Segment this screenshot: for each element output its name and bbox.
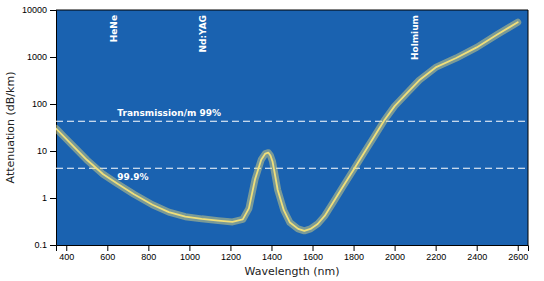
y-tick: 1: [42, 193, 56, 203]
plot: 400 600 800 1000 1200 1400 1600 1800 2000 2200 240…: [22, 5, 529, 262]
reference-label: 99.9%: [117, 172, 148, 182]
x-axis-title: Wavelength (nm): [244, 265, 339, 278]
x-tick: 2200: [426, 245, 446, 262]
curve-glow: [56, 22, 518, 231]
x-tick-mark: [271, 245, 272, 251]
x-tick-label: 1400: [262, 252, 282, 262]
laser-label: HeNe: [109, 15, 119, 42]
y-tick: 1000: [27, 52, 56, 62]
x-tick-label: 1000: [180, 252, 200, 262]
y-tick-mark: [50, 198, 56, 199]
x-tick-mark: [230, 245, 231, 251]
plot-background: [56, 10, 528, 245]
reference-label: Transmission/m 99%: [117, 108, 221, 118]
x-tick-label: 1200: [221, 252, 241, 262]
laser-label: Holmium: [410, 15, 420, 60]
x-tick: 2600: [508, 245, 528, 262]
x-tick-mark: [107, 245, 108, 251]
chart: 400 600 800 1000 1200 1400 1600 1800 2000 2200 240…: [0, 0, 544, 281]
x-tick: 600: [100, 245, 115, 262]
x-axis-line: [57, 246, 529, 252]
reference-line: [56, 168, 528, 169]
reference-line: [56, 121, 528, 122]
x-tick: 1000: [180, 245, 200, 262]
y-tick-label: 10000: [22, 5, 47, 15]
x-tick-label: 600: [100, 252, 115, 262]
x-tick-mark: [518, 245, 519, 251]
annotations: Transmission/m 99% 99.9% HeNe Nd:YAG Holmium: [109, 15, 420, 182]
x-tick-label: 2600: [508, 252, 528, 262]
data-layer: [56, 22, 528, 231]
x-tick-label: 800: [141, 252, 156, 262]
y-tick-mark: [50, 10, 56, 11]
x-tick-mark: [477, 245, 478, 251]
x-tick-mark: [189, 245, 190, 251]
x-tick: 400: [59, 245, 74, 262]
y-tick: 0.1: [34, 240, 56, 250]
x-tick: 2000: [385, 245, 405, 262]
y-tick: 100: [32, 99, 56, 109]
y-tick-label: 1000: [27, 52, 47, 62]
x-tick: 1400: [262, 245, 282, 262]
x-tick: 1600: [303, 245, 323, 262]
x-tick: 1800: [344, 245, 364, 262]
x-tick-mark: [354, 245, 355, 251]
y-tick-mark: [50, 151, 56, 152]
y-axis-line: [50, 11, 57, 246]
y-tick-label: 1: [42, 193, 47, 203]
y-tick-label: 100: [32, 99, 47, 109]
x-tick-mark: [66, 245, 67, 251]
y-axis-title: Attenuation (dB/km): [4, 72, 17, 184]
y-tick-label: 0.1: [34, 240, 47, 250]
y-tick: 10: [37, 146, 56, 156]
frame-right: [528, 10, 529, 245]
x-tick-label: 1600: [303, 252, 323, 262]
x-tick-label: 2000: [385, 252, 405, 262]
x-axis: 400 600 800 1000 1200 1400 1600 1800 2000 2200 240…: [57, 245, 529, 262]
x-tick: 2400: [467, 245, 487, 262]
x-tick: 800: [141, 245, 156, 262]
x-tick-label: 1800: [344, 252, 364, 262]
frame-top: [56, 10, 528, 11]
x-tick: 1200: [221, 245, 241, 262]
y-tick-mark: [50, 57, 56, 58]
x-tick-mark: [395, 245, 396, 251]
x-tick-label: 2400: [467, 252, 487, 262]
laser-label: Nd:YAG: [198, 15, 208, 53]
x-tick-label: 2200: [426, 252, 446, 262]
y-tick-mark: [50, 104, 56, 105]
y-axis: 0.1 1 10 100 1000 10000: [22, 5, 57, 250]
x-tick-label: 400: [59, 252, 74, 262]
x-tick-mark: [313, 245, 314, 251]
y-tick-mark: [50, 245, 56, 246]
y-tick-label: 10: [37, 146, 47, 156]
x-tick-mark: [148, 245, 149, 251]
y-tick: 10000: [22, 5, 56, 15]
curve: [56, 22, 518, 231]
x-tick-mark: [436, 245, 437, 251]
